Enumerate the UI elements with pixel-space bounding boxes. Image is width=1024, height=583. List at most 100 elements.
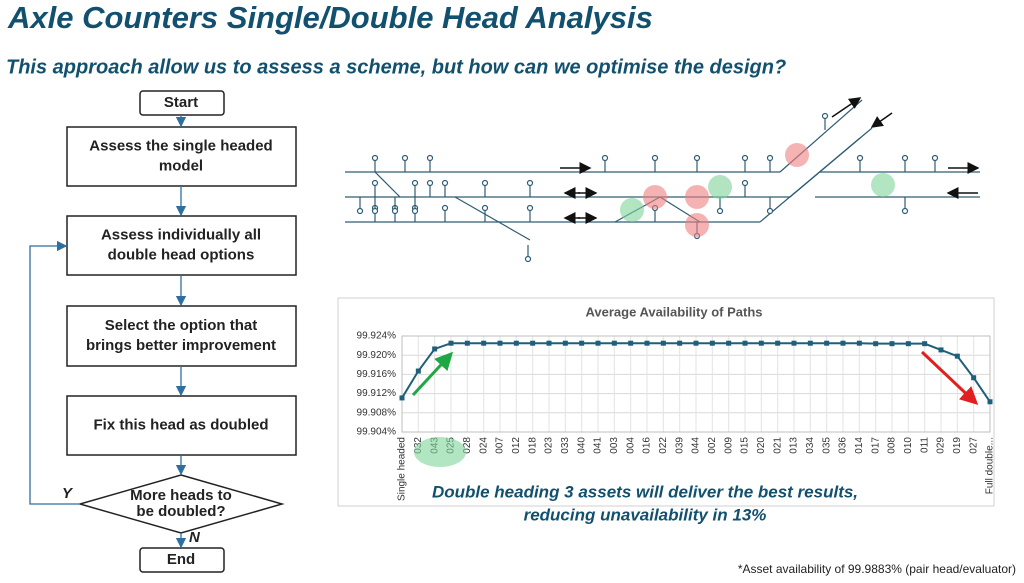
point: [971, 375, 977, 381]
x-tick-label: 016: [642, 437, 653, 454]
point: [987, 399, 993, 405]
point: [742, 340, 748, 346]
y-tick-label: 99.916%: [357, 369, 397, 380]
point: [791, 340, 797, 346]
plot-border: [401, 335, 991, 433]
node-label: Select the option that: [105, 317, 258, 334]
point: [513, 340, 519, 346]
signal-head: [426, 179, 434, 187]
x-tick-label: 017: [870, 437, 881, 454]
point: [693, 340, 699, 346]
x-tick-label: 013: [789, 437, 800, 454]
point: [938, 347, 944, 353]
x-tick-label: 014: [854, 437, 865, 454]
x-tick-label: 018: [527, 437, 538, 454]
signal-head: [481, 179, 489, 187]
signal-head: [411, 179, 419, 187]
y-tick-label: 99.908%: [357, 407, 397, 418]
signal-head: [401, 154, 409, 162]
signal-head: [901, 207, 909, 215]
signal-head: [371, 179, 379, 187]
point: [448, 340, 454, 346]
signal-head: [411, 207, 419, 215]
start-box: [139, 90, 225, 116]
point: [464, 340, 470, 346]
point: [954, 353, 960, 359]
highlight-green: [414, 437, 466, 467]
signal-head: [481, 204, 489, 212]
conclusion: reducing unavailability in 13%: [524, 505, 767, 524]
signal-head: [821, 112, 829, 120]
x-tick-label: 041: [593, 437, 604, 454]
point: [546, 340, 552, 346]
node-label: double head options: [108, 246, 255, 263]
x-tick-label: 033: [560, 437, 571, 454]
x-tick-label: 007: [495, 437, 506, 454]
point: [922, 341, 928, 347]
signal-head: [356, 207, 364, 215]
node-label: More heads to: [130, 487, 232, 504]
point: [497, 340, 503, 346]
x-tick-label: 028: [462, 437, 473, 454]
signal-head: [601, 154, 609, 162]
point: [432, 346, 438, 352]
x-tick-label: 039: [674, 437, 685, 454]
point: [775, 340, 781, 346]
point: [758, 340, 764, 346]
x-tick-label: 011: [919, 437, 930, 453]
x-tick-label: 027: [968, 437, 979, 454]
node-label: Fix this head as doubled: [93, 416, 268, 433]
y-tick-label: 99.924%: [357, 331, 397, 342]
node-label: End: [167, 551, 195, 568]
signal-head: [766, 207, 774, 215]
signal-head: [741, 179, 749, 187]
point: [660, 340, 666, 346]
point: [579, 340, 585, 346]
highlight-green: [620, 173, 895, 222]
highlight-red: [643, 143, 809, 237]
node-label: brings better improvement: [86, 337, 276, 354]
node-label: model: [159, 157, 203, 174]
x-tick-label: 036: [838, 437, 849, 454]
signal-head: [901, 154, 909, 162]
signal-head: [391, 207, 399, 215]
x-tick-label: 003: [609, 437, 620, 454]
y-tick-label: 99.920%: [357, 350, 397, 361]
signal-head: [526, 204, 534, 212]
y-tick-label: 99.912%: [357, 388, 397, 399]
point: [644, 340, 650, 346]
x-tick-label: 015: [740, 437, 751, 454]
point: [889, 341, 895, 347]
point: [562, 340, 568, 346]
point: [840, 340, 846, 346]
trend-arrow: [920, 350, 979, 406]
x-tick-label: Full double...: [985, 437, 996, 494]
point: [399, 395, 405, 401]
signal-head: [526, 179, 534, 187]
x-tick-label: 012: [511, 437, 522, 454]
signal-head: [371, 154, 379, 162]
point: [905, 341, 911, 347]
signal-head: [766, 154, 774, 162]
point: [709, 340, 715, 346]
trend-arrow: [411, 351, 454, 397]
signal-head: [693, 154, 701, 162]
node-label: Assess the single headed: [89, 137, 272, 154]
x-tick-label: 009: [723, 437, 734, 454]
point: [856, 340, 862, 346]
point: [530, 340, 536, 346]
signal-head: [931, 154, 939, 162]
x-tick-label: 023: [544, 437, 555, 454]
signal-head: [741, 154, 749, 162]
x-tick-label: 035: [821, 437, 832, 454]
signal-head: [856, 154, 864, 162]
point: [628, 340, 634, 346]
point: [824, 340, 830, 346]
node-label: be doubled?: [136, 503, 225, 520]
yes-label: Y: [62, 485, 74, 502]
x-tick-label: 020: [756, 437, 767, 454]
x-tick-label: Single headed: [397, 437, 408, 501]
signal-head: [716, 207, 724, 215]
x-tick-label: 010: [903, 437, 914, 454]
